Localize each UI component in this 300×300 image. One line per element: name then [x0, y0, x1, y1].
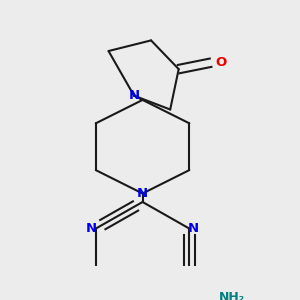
Text: N: N: [86, 222, 97, 235]
Text: N: N: [128, 89, 140, 102]
Text: O: O: [216, 56, 227, 69]
Text: N: N: [188, 222, 199, 235]
Text: NH₂: NH₂: [219, 291, 245, 300]
Text: N: N: [137, 187, 148, 200]
